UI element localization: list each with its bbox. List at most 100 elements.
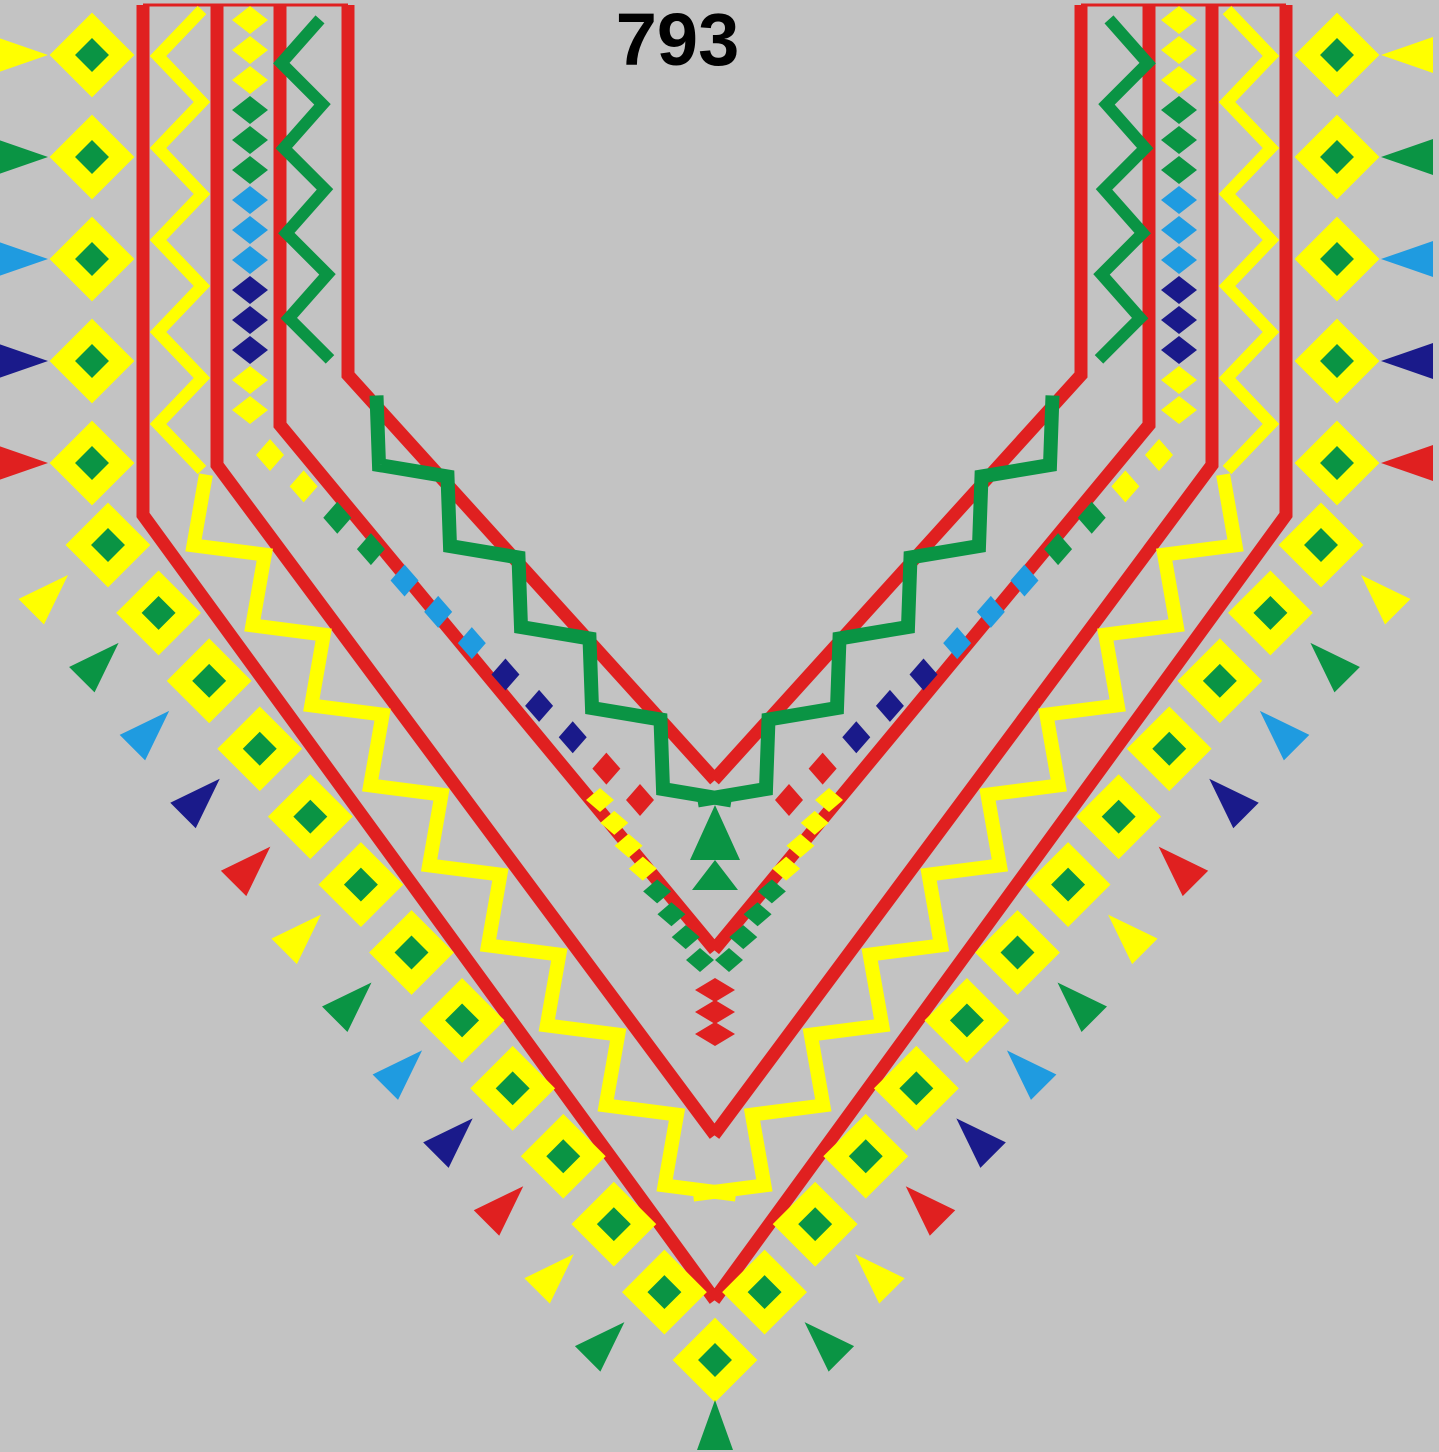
tassel-fan	[372, 1050, 423, 1100]
tassel	[1158, 846, 1209, 897]
tassel-fan	[574, 1322, 625, 1372]
tassel	[0, 343, 48, 379]
strap-diamond	[1161, 336, 1197, 364]
strap-diamond	[232, 96, 268, 124]
chain-diamond-center	[495, 1071, 530, 1106]
tassel-fan	[1108, 914, 1158, 965]
chain-diamond	[49, 318, 135, 404]
chevron-diamond	[786, 833, 815, 858]
strap-diamond	[232, 366, 268, 394]
band-diamond	[626, 784, 654, 816]
chain-diamond	[1227, 570, 1313, 656]
red-outline-2	[210, 5, 721, 1139]
neckline-left-half	[0, 3, 737, 1372]
green-zigzag-inner	[369, 395, 733, 808]
chevron-diamond	[800, 810, 829, 835]
strap-diamond	[232, 276, 268, 304]
band-diamond	[775, 784, 803, 816]
chain-diamond-center	[747, 1275, 782, 1310]
strap-diamond	[1161, 306, 1197, 334]
strap-diamond	[1161, 126, 1197, 154]
chain-diamond	[1294, 318, 1380, 404]
band-diamond	[1010, 564, 1039, 597]
red-outline-4	[709, 5, 1088, 785]
tassel-fan	[0, 343, 48, 379]
chain-diamond	[318, 842, 404, 928]
strap-diamond	[232, 36, 268, 64]
chain-diamond	[166, 638, 252, 724]
band-diamond	[491, 658, 520, 691]
green-zigzag-strap	[1093, 15, 1156, 364]
tassel-fan	[271, 914, 321, 965]
tassel-fan	[0, 37, 48, 73]
tassel	[1006, 1050, 1057, 1100]
tassel	[372, 1050, 423, 1100]
chevron-diamond	[643, 879, 672, 904]
tassel	[1381, 445, 1433, 481]
tassel-fan	[1310, 642, 1360, 693]
band-diamond	[1077, 501, 1106, 534]
chain-diamond-center	[546, 1139, 581, 1174]
chain-diamond	[49, 114, 135, 200]
tassel-fan	[1381, 241, 1433, 277]
chain-diamond-center	[1320, 446, 1354, 480]
chain-diamond-center	[1320, 140, 1354, 174]
tassel-fan	[1361, 575, 1411, 625]
tassel	[1361, 575, 1411, 625]
tassel-fan	[1381, 37, 1433, 73]
tassel	[956, 1118, 1006, 1168]
green-zigzag-strap	[273, 15, 336, 364]
chain-diamond	[217, 706, 303, 792]
chevron-diamond	[729, 925, 758, 950]
tassel-fan	[473, 1186, 524, 1236]
tassel	[1057, 982, 1107, 1032]
strap-diamond	[1161, 366, 1197, 394]
center-red-diamond	[695, 1022, 735, 1046]
strap-diamond	[1161, 66, 1197, 94]
band-diamond	[289, 470, 318, 503]
design-number-label: 793	[615, 0, 740, 81]
tassel-fan	[1259, 710, 1310, 761]
tassel-fan	[0, 445, 48, 481]
yellow-zigzag-strap	[1218, 5, 1280, 475]
green-zigzag-inner	[696, 395, 1060, 808]
tassel	[0, 139, 48, 175]
tassel	[0, 445, 48, 481]
tassel	[271, 914, 321, 965]
strap-diamond	[1161, 276, 1197, 304]
chain-diamond-center	[848, 1139, 883, 1174]
chain-diamond-center	[798, 1207, 833, 1242]
tassel-fan	[220, 846, 271, 897]
chain-diamond	[1294, 420, 1380, 506]
tassel-fan	[0, 241, 48, 277]
strap-diamond	[232, 6, 268, 34]
chevron-diamond	[657, 902, 686, 927]
chevron-diamond	[686, 948, 714, 972]
band-diamond	[1044, 533, 1073, 566]
yellow-zigzag-strap	[149, 5, 211, 475]
strap-diamond	[1161, 6, 1197, 34]
tassel	[804, 1322, 855, 1372]
strap-diamond	[1161, 396, 1197, 424]
band-diamond	[390, 564, 419, 597]
strap-diamond	[1161, 186, 1197, 214]
band-diamond	[323, 501, 352, 534]
strap-diamond	[232, 66, 268, 94]
tassel-fan	[1381, 139, 1433, 175]
tassel	[0, 37, 48, 73]
tassel-fan	[1381, 343, 1433, 379]
chain-diamond-center	[1320, 344, 1354, 378]
tassel	[1259, 710, 1310, 761]
strap-diamond	[1161, 156, 1197, 184]
center-bottom-tassel	[697, 1400, 733, 1450]
chain-diamond-center	[596, 1207, 631, 1242]
tassel	[524, 1254, 574, 1304]
yellow-zigzag-outer	[185, 473, 737, 1202]
tassel	[1209, 778, 1259, 829]
band-diamond	[592, 752, 621, 785]
chain-diamond	[1177, 638, 1263, 724]
chain-diamond-center	[899, 1071, 934, 1106]
band-diamond	[356, 533, 385, 566]
tassel-fan	[1381, 445, 1433, 481]
